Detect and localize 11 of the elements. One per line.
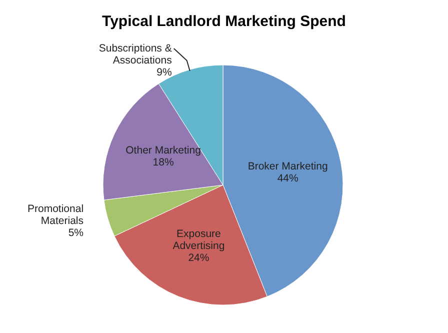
slice-label: Other Marketing	[126, 144, 202, 157]
data-label: 24%	[188, 252, 210, 264]
slice-label: Promotional Materials	[28, 202, 84, 227]
slice-label: Subscriptions & Associations	[98, 42, 172, 66]
chart-title: Typical Landlord Marketing Spend	[102, 13, 346, 30]
data-label: 5%	[68, 226, 84, 239]
data-label: 18%	[152, 156, 174, 169]
slice-label: Broker Marketing	[248, 160, 328, 172]
data-label: 9%	[156, 66, 172, 78]
data-label: 44%	[277, 172, 298, 184]
slice-label: Exposure Advertising	[172, 228, 225, 252]
